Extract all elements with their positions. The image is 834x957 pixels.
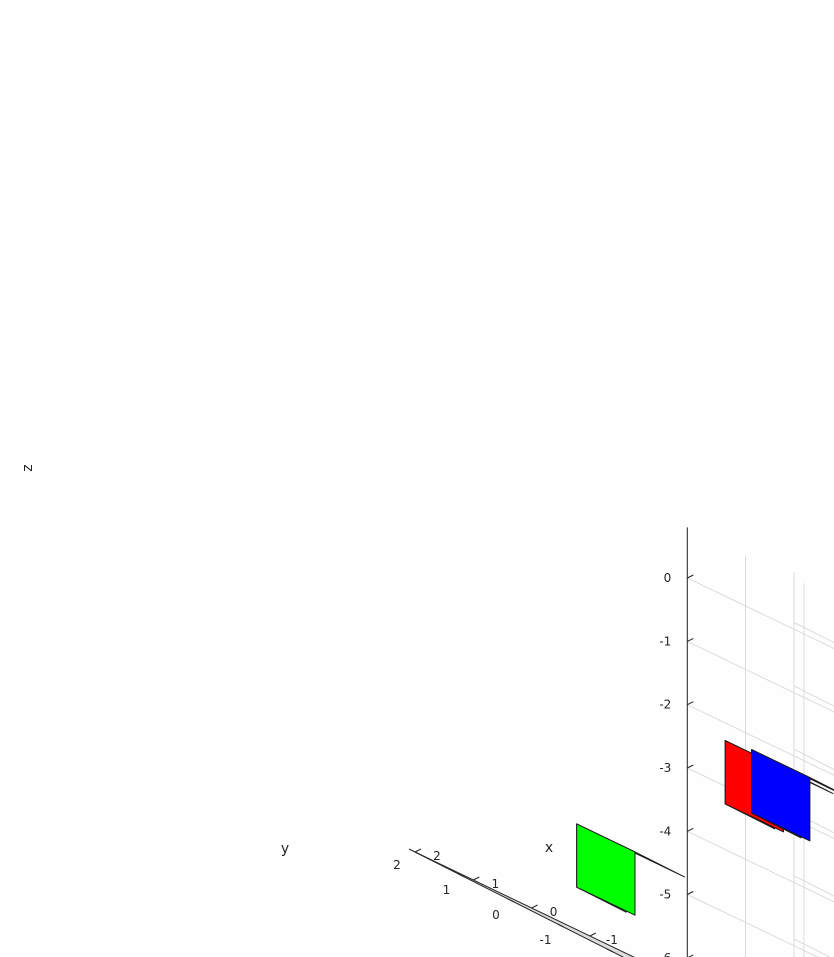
y-tick-label: 0 xyxy=(492,908,500,922)
y-tick-label: -1 xyxy=(540,933,552,947)
gridline-x-floor xyxy=(531,907,630,957)
gridline-y-floor xyxy=(513,901,630,957)
gridline-z-wall-a xyxy=(687,830,834,903)
x-tick-label: 2 xyxy=(433,849,441,863)
z-tick-mark xyxy=(687,827,694,832)
z-tick-label: -6 xyxy=(659,951,671,957)
gridline-z-wall-b xyxy=(793,875,834,897)
gridline-y-floor xyxy=(464,876,633,957)
z-tick-label: 0 xyxy=(664,571,672,585)
z-tick-mark xyxy=(687,637,694,642)
z-tick-label: -4 xyxy=(659,824,671,838)
y-tick-mark xyxy=(458,873,465,878)
z-tick-label: -3 xyxy=(659,761,671,775)
cubes-layer xyxy=(576,740,834,916)
x-axis-line xyxy=(414,851,635,957)
z-tick-label: -2 xyxy=(659,698,671,712)
z-axis-label: z xyxy=(20,464,36,471)
labels-layer: x y z xyxy=(20,464,553,857)
y-tick-mark xyxy=(606,948,614,953)
x-tick-label: 0 xyxy=(550,905,558,919)
gridline-z-wall-b xyxy=(793,938,831,957)
gridline-z-wall-a xyxy=(687,577,834,650)
y-tick-mark xyxy=(557,923,564,928)
gridline-z-wall-a xyxy=(687,704,834,776)
gridline-y-floor xyxy=(563,926,628,957)
gridline-z-wall-a xyxy=(687,894,819,957)
z-tick-mark xyxy=(687,954,694,957)
gridline-z-wall-a xyxy=(687,640,834,713)
x-tick-mark xyxy=(531,904,538,909)
y-tick-mark xyxy=(408,848,416,853)
x-tick-mark xyxy=(414,848,422,853)
x-axis-label: x xyxy=(545,840,553,856)
z-tick-mark xyxy=(687,701,694,706)
z-tick-mark xyxy=(687,764,694,769)
z-tick-label: -5 xyxy=(659,888,671,902)
z-tick-mark xyxy=(687,891,694,895)
cube-face-y xyxy=(751,749,811,842)
z-tick-label: -1 xyxy=(659,634,671,648)
cube-face-y xyxy=(576,823,636,916)
y-tick-label: 1 xyxy=(443,883,451,897)
y-axis-label: y xyxy=(281,841,289,857)
x-tick-label: -1 xyxy=(606,933,618,947)
y-tick-label: 2 xyxy=(393,858,401,872)
gridline-z-wall-b xyxy=(793,622,834,644)
gridline-y-floor xyxy=(612,951,625,957)
y-tick-mark xyxy=(507,898,515,903)
x-tick-mark xyxy=(589,932,597,937)
x-tick-mark xyxy=(473,876,480,881)
x-tick-label: 1 xyxy=(491,877,499,891)
z-tick-mark xyxy=(687,574,694,579)
